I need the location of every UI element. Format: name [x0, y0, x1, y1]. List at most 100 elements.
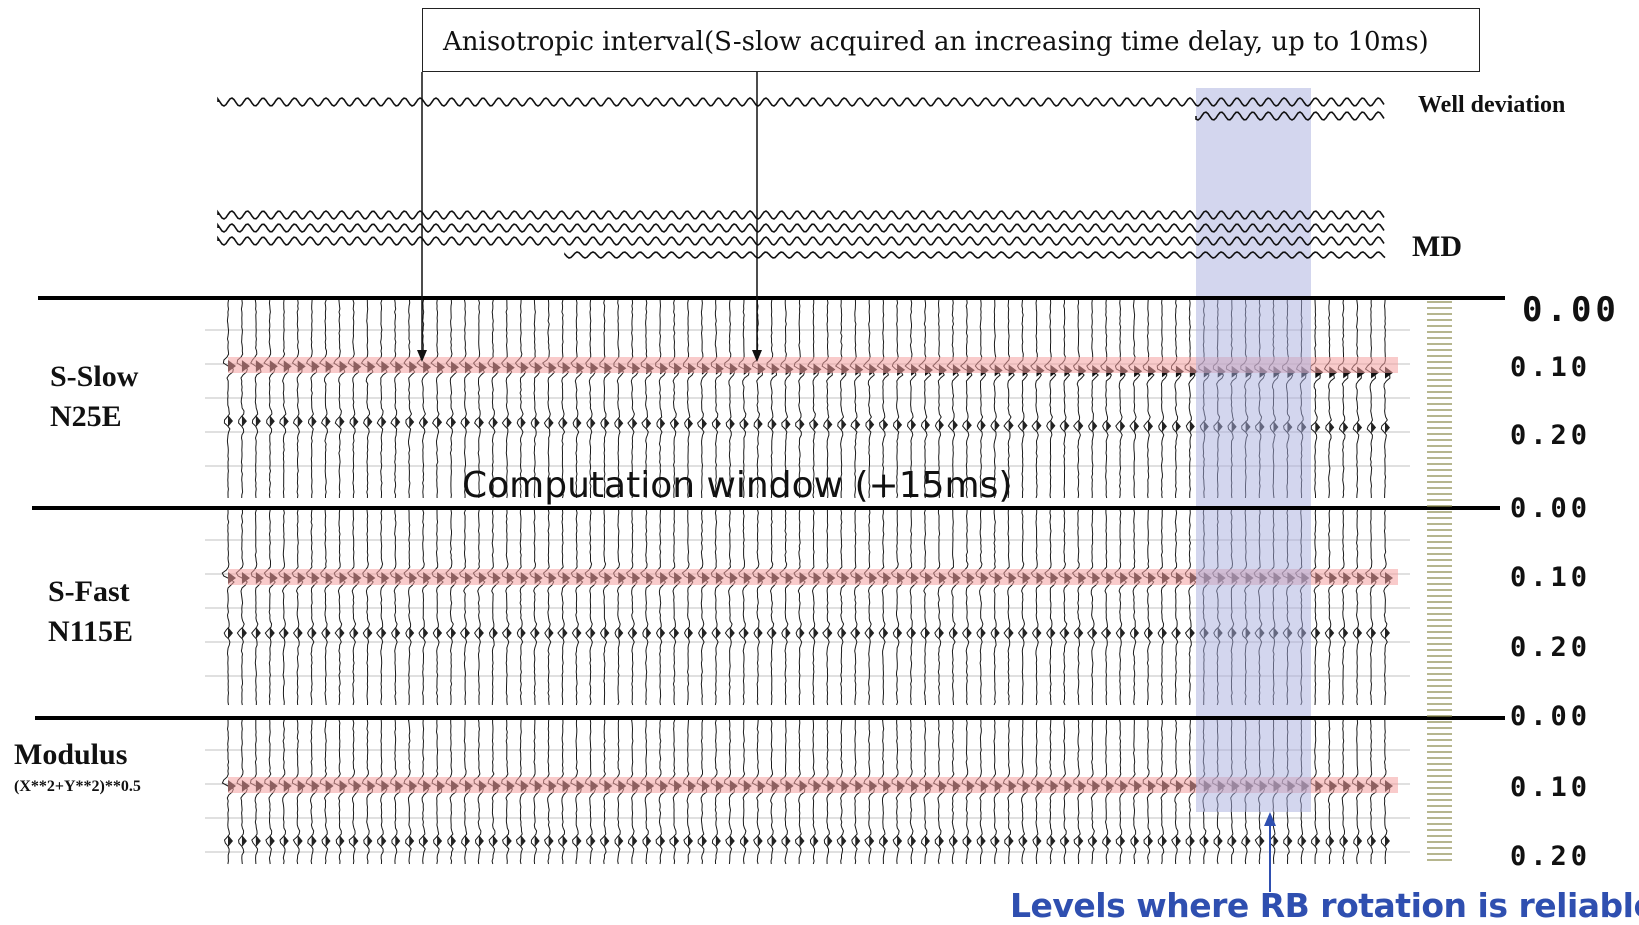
trace-peak — [1120, 627, 1126, 639]
trace-peak — [590, 835, 596, 847]
time-tick-fast-1: 0.10 — [1510, 562, 1592, 593]
trace-peak — [1050, 835, 1056, 847]
trace-peak — [660, 835, 666, 847]
trace-peak — [688, 417, 694, 430]
trace-peak — [771, 627, 777, 639]
seismic-trace — [834, 299, 847, 499]
trace-peak — [1134, 835, 1140, 847]
trace-peak — [381, 835, 387, 847]
seismic-trace — [528, 299, 541, 499]
trace-peak — [353, 415, 359, 428]
trace-peak — [1106, 420, 1112, 433]
seismic-trace — [876, 509, 889, 706]
interval-arrowhead — [417, 350, 427, 362]
trace-peak — [757, 835, 763, 847]
trace-peak — [701, 417, 707, 430]
seismic-trace — [1156, 509, 1168, 706]
trace-peak — [911, 835, 917, 847]
trace-peak — [883, 627, 889, 639]
seismic-trace — [1043, 299, 1057, 499]
seismic-trace — [793, 299, 806, 499]
trace-peak — [771, 835, 777, 847]
trace-peak — [813, 418, 819, 431]
trace-peak — [311, 415, 317, 428]
trace-peak — [534, 835, 540, 847]
seismic-trace — [291, 509, 304, 706]
trace-peak — [423, 416, 429, 429]
seismic-trace — [1030, 509, 1043, 706]
seismic-trace — [320, 509, 333, 706]
seismic-trace — [959, 299, 973, 499]
trace-peak — [506, 627, 512, 639]
trace-peak — [464, 627, 470, 639]
trace-peak — [618, 417, 624, 430]
trace-peak — [1134, 627, 1140, 639]
trace-peak — [1134, 420, 1140, 433]
trace-peak — [478, 835, 484, 847]
trace-peak — [1008, 419, 1014, 432]
time-tick-slow-1: 0.10 — [1510, 352, 1592, 383]
seismic-trace — [779, 299, 792, 499]
trace-peak — [813, 835, 819, 847]
trace-peak — [646, 627, 652, 639]
trace-peak — [548, 627, 554, 639]
panel-separators — [32, 296, 1505, 720]
trace-peak — [604, 627, 610, 639]
seismic-trace — [305, 299, 318, 498]
reliable-levels-label: Levels where RB rotation is reliable — [1010, 886, 1639, 925]
seismic-trace — [291, 299, 303, 499]
trace-peak — [743, 627, 749, 639]
trace-peak — [883, 835, 889, 847]
seismic-trace — [751, 299, 764, 499]
s-fast-azimuth: N115E — [48, 615, 134, 648]
trace-peak — [994, 627, 1000, 639]
seismic-trace — [1003, 509, 1015, 706]
trace-peak — [576, 835, 582, 847]
trace-peak — [841, 627, 847, 639]
trace-peak — [827, 835, 833, 847]
seismic-trace — [458, 299, 472, 499]
trace-peak — [1175, 627, 1181, 639]
trace-peak — [381, 415, 387, 428]
seismic-trace — [501, 509, 514, 706]
trace-peak — [952, 627, 958, 639]
trace-peak — [1343, 627, 1349, 639]
seismic-trace — [1128, 509, 1141, 706]
trace-peak — [492, 835, 498, 847]
seismic-trace — [1044, 509, 1057, 706]
seismic-trace — [347, 509, 360, 706]
trace-peak — [869, 627, 875, 639]
seismic-trace — [599, 299, 612, 499]
well-deviation-row — [1195, 111, 1385, 121]
trace-peak — [1357, 627, 1363, 639]
trace-peak — [451, 835, 457, 847]
seismic-trace — [487, 509, 500, 706]
trace-peak — [1022, 419, 1028, 432]
trace-peak — [674, 627, 680, 639]
seismic-trace — [487, 299, 499, 499]
trace-peak — [255, 835, 261, 847]
trace-peak — [994, 419, 1000, 432]
s-fast-panel-label: S-Fast N115E — [48, 572, 133, 652]
trace-peak — [924, 419, 930, 431]
trace-peak — [1189, 627, 1195, 639]
seismic-trace — [570, 509, 584, 706]
seismic-trace — [1338, 509, 1350, 706]
trace-peak — [785, 627, 791, 639]
seismic-trace — [403, 299, 416, 499]
seismic-trace — [430, 299, 444, 499]
trace-peak — [464, 835, 470, 847]
seismic-trace — [263, 509, 276, 706]
trace-peak — [1022, 627, 1028, 639]
trace-peak — [241, 835, 247, 847]
trace-peak — [1148, 627, 1154, 639]
seismic-trace — [570, 299, 584, 499]
trace-peak — [506, 416, 512, 429]
trace-peak — [576, 417, 582, 429]
trace-peak — [994, 835, 1000, 847]
trace-peak — [1008, 627, 1014, 639]
seismic-trace — [655, 509, 667, 706]
time-tick-fast-0: 0.00 — [1510, 493, 1592, 524]
seismic-trace — [738, 509, 750, 706]
trace-peak — [520, 416, 526, 429]
